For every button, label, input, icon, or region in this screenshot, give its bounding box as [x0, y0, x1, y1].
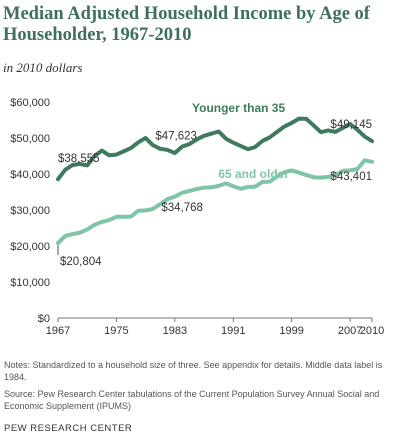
y-tick-label: $50,000: [10, 133, 50, 145]
y-tick-label: $20,000: [10, 241, 50, 253]
footer-credit: PEW RESEARCH CENTER: [4, 423, 133, 434]
chart-title: Median Adjusted Household Income by Age …: [3, 4, 370, 45]
line-chart: $0 $10,000 $20,000 $30,000 $40,000 $50,000 $60…: [10, 97, 384, 337]
y-axis: $0 $10,000 $20,000 $30,000 $40,000 $50,000 $60…: [10, 97, 50, 325]
labels-layer: Younger than 35 65 and older $38,555 $47,62…: [57, 101, 372, 268]
series-name-label: 65 and older: [218, 167, 289, 181]
notes-block: Notes: Standardized to a household size …: [4, 359, 404, 417]
data-label: $20,804: [60, 256, 102, 268]
series-layer: [56, 116, 374, 246]
x-tick-label: 1975: [104, 325, 128, 337]
x-tick-label: 2007: [338, 325, 362, 337]
data-label: $49,145: [330, 119, 372, 131]
data-label: $43,401: [330, 171, 372, 183]
y-tick-label: $0: [38, 313, 50, 325]
series-name-label: Younger than 35: [192, 101, 285, 115]
chart-notes: Notes: Standardized to a household size …: [4, 360, 383, 382]
y-tick-label: $10,000: [10, 277, 50, 289]
x-tick-label: 1967: [46, 325, 70, 337]
data-label: $34,768: [161, 202, 203, 214]
chart-subtitle: in 2010 dollars: [3, 60, 83, 75]
x-tick-label: 1991: [221, 325, 245, 337]
x-tick-label: 2010: [360, 325, 384, 337]
series-line-0: [56, 116, 374, 182]
data-label: $38,555: [58, 153, 100, 165]
y-tick-label: $40,000: [10, 169, 50, 181]
x-tick-label: 1999: [279, 325, 303, 337]
y-tick-label: $30,000: [10, 205, 50, 217]
data-label: $47,623: [155, 131, 197, 143]
chart-source: Source: Pew Research Center tabulations …: [4, 389, 380, 411]
y-tick-label: $60,000: [10, 97, 50, 109]
x-tick-label: 1983: [163, 325, 187, 337]
series-line-1: [56, 158, 374, 246]
